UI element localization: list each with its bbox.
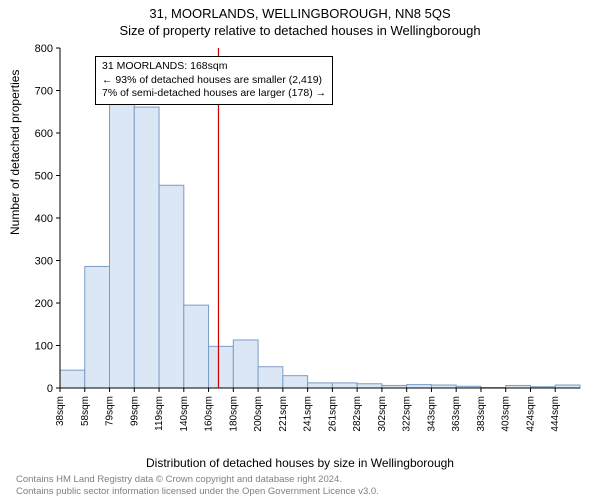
svg-text:58sqm: 58sqm bbox=[80, 396, 91, 426]
annotation-box: 31 MOORLANDS: 168sqm ← 93% of detached h… bbox=[95, 56, 333, 105]
svg-text:79sqm: 79sqm bbox=[105, 396, 116, 426]
svg-text:100: 100 bbox=[35, 341, 53, 353]
svg-text:221sqm: 221sqm bbox=[278, 396, 289, 432]
svg-text:200sqm: 200sqm bbox=[253, 396, 264, 432]
svg-text:300: 300 bbox=[35, 256, 53, 268]
svg-text:403sqm: 403sqm bbox=[501, 396, 512, 432]
svg-text:200: 200 bbox=[35, 298, 53, 310]
svg-text:160sqm: 160sqm bbox=[204, 396, 215, 432]
annotation-line2: ← 93% of detached houses are smaller (2,… bbox=[102, 74, 326, 88]
footer-line1: Contains HM Land Registry data © Crown c… bbox=[16, 474, 379, 486]
svg-text:424sqm: 424sqm bbox=[525, 396, 536, 432]
footer-attribution: Contains HM Land Registry data © Crown c… bbox=[16, 474, 379, 498]
svg-text:363sqm: 363sqm bbox=[451, 396, 462, 432]
svg-text:302sqm: 302sqm bbox=[377, 396, 388, 432]
svg-text:400: 400 bbox=[35, 213, 53, 225]
annotation-line3: 7% of semi-detached houses are larger (1… bbox=[102, 87, 326, 101]
svg-text:241sqm: 241sqm bbox=[303, 396, 314, 432]
svg-text:800: 800 bbox=[35, 43, 53, 55]
svg-text:383sqm: 383sqm bbox=[476, 396, 487, 432]
svg-text:99sqm: 99sqm bbox=[129, 396, 140, 426]
svg-text:600: 600 bbox=[35, 128, 53, 140]
svg-text:140sqm: 140sqm bbox=[179, 396, 190, 432]
svg-text:261sqm: 261sqm bbox=[327, 396, 338, 432]
footer-line2: Contains public sector information licen… bbox=[16, 486, 379, 498]
svg-text:500: 500 bbox=[35, 171, 53, 183]
svg-text:0: 0 bbox=[47, 383, 53, 395]
svg-text:444sqm: 444sqm bbox=[550, 396, 561, 432]
annotation-line1: 31 MOORLANDS: 168sqm bbox=[102, 60, 326, 74]
svg-text:700: 700 bbox=[35, 86, 53, 98]
chart-container: 31, MOORLANDS, WELLINGBOROUGH, NN8 5QS S… bbox=[0, 0, 600, 500]
svg-text:343sqm: 343sqm bbox=[426, 396, 437, 432]
svg-text:119sqm: 119sqm bbox=[154, 396, 165, 431]
svg-text:322sqm: 322sqm bbox=[402, 396, 413, 432]
svg-text:282sqm: 282sqm bbox=[352, 396, 363, 432]
x-axis-label: Distribution of detached houses by size … bbox=[0, 456, 600, 470]
svg-text:38sqm: 38sqm bbox=[55, 396, 66, 426]
svg-text:180sqm: 180sqm bbox=[228, 396, 239, 432]
